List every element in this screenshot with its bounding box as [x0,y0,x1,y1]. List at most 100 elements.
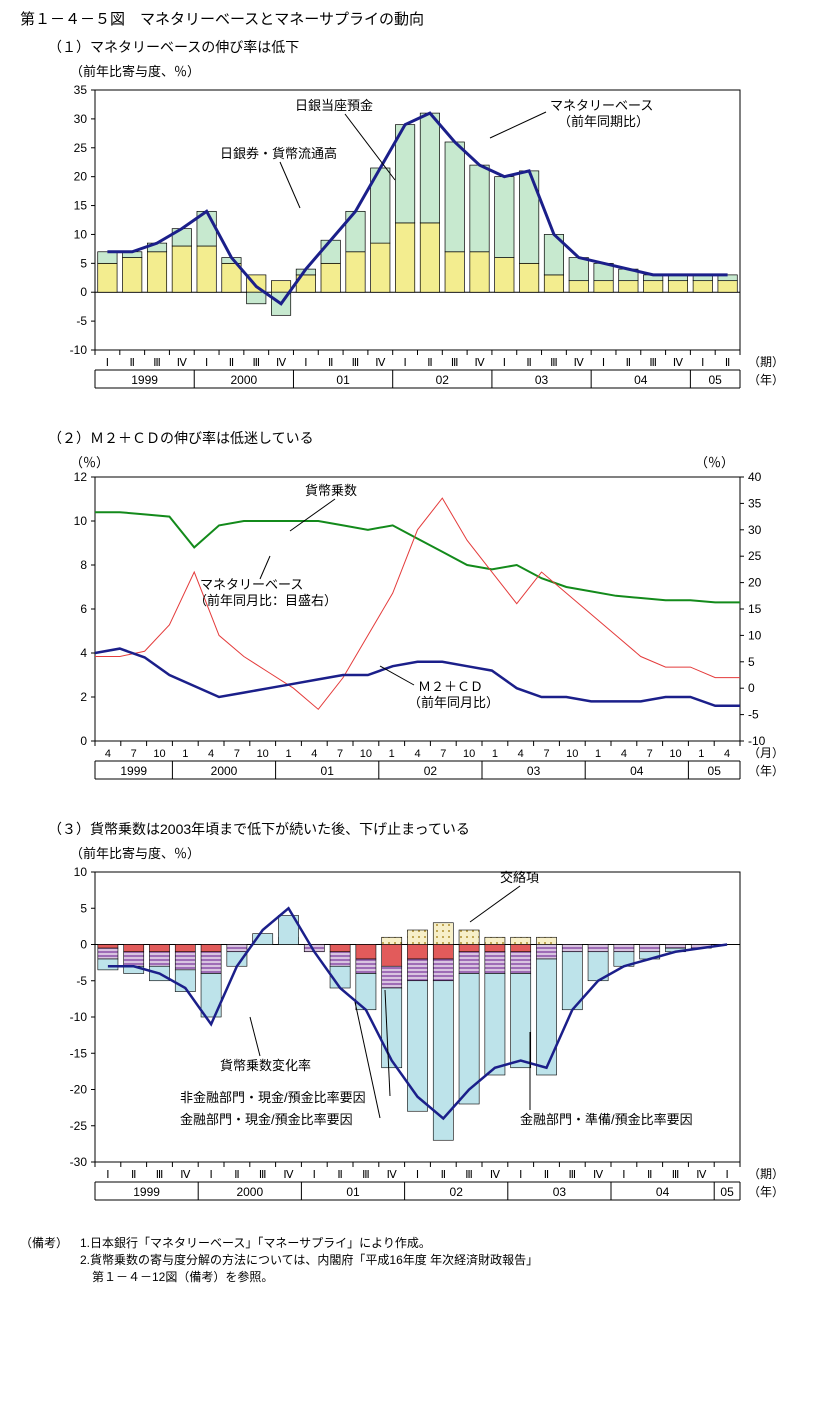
svg-text:0: 0 [748,681,755,695]
svg-text:Ⅰ: Ⅰ [602,357,605,369]
svg-text:Ⅱ: Ⅱ [544,1169,549,1181]
svg-text:日銀当座預金: 日銀当座預金 [295,98,373,113]
svg-text:日銀券・貨幣流通高: 日銀券・貨幣流通高 [220,146,337,161]
svg-text:Ⅳ: Ⅳ [574,357,585,369]
svg-text:Ⅰ: Ⅰ [725,1169,728,1181]
svg-text:Ⅰ: Ⅰ [106,357,109,369]
svg-text:8: 8 [80,558,87,572]
svg-text:05: 05 [720,1185,734,1199]
svg-text:Ⅰ: Ⅰ [205,357,208,369]
svg-text:2000: 2000 [236,1185,263,1199]
svg-text:4: 4 [80,646,87,660]
svg-text:Ⅰ: Ⅰ [209,1169,212,1181]
svg-text:Ⅳ: Ⅳ [375,357,386,369]
svg-text:12: 12 [74,471,88,484]
svg-text:（期）: （期） [748,355,784,369]
svg-text:（年）: （年） [748,764,784,778]
svg-text:0: 0 [80,285,87,299]
svg-text:10: 10 [748,628,762,642]
svg-text:10: 10 [566,748,578,760]
svg-text:-25: -25 [70,1119,88,1133]
svg-text:7: 7 [440,748,446,760]
svg-text:Ⅳ: Ⅳ [276,357,287,369]
svg-text:2000: 2000 [211,764,238,778]
svg-text:05: 05 [709,373,723,387]
svg-text:10: 10 [74,865,88,879]
svg-text:30: 30 [74,112,88,126]
svg-text:Ⅲ: Ⅲ [672,1169,680,1181]
svg-text:（前年同月比）: （前年同月比） [408,695,499,710]
svg-text:貨幣乗数変化率: 貨幣乗数変化率 [220,1058,311,1073]
svg-text:4: 4 [414,748,420,760]
svg-text:Ⅰ: Ⅰ [416,1169,419,1181]
chart1-subtitle: （１）マネタリーベースの伸び率は低下 [48,37,794,57]
svg-text:10: 10 [257,748,269,760]
svg-text:Ⅳ: Ⅳ [593,1169,604,1181]
svg-text:Ⅱ: Ⅱ [234,1169,239,1181]
svg-text:Ⅲ: Ⅲ [569,1169,577,1181]
svg-text:1: 1 [698,748,704,760]
svg-text:01: 01 [346,1185,360,1199]
svg-text:金融部門・準備/預金比率要因: 金融部門・準備/預金比率要因 [520,1112,693,1127]
svg-text:40: 40 [748,471,762,484]
footnote-line: 第１－４－12図（備考）を参照。 [80,1268,794,1285]
svg-text:Ⅳ: Ⅳ [673,357,684,369]
chart1-ylabel: （前年比寄与度、％） [70,61,794,80]
svg-text:Ⅱ: Ⅱ [626,357,631,369]
svg-text:-5: -5 [76,974,87,988]
svg-text:10: 10 [74,514,88,528]
svg-text:25: 25 [748,549,762,563]
svg-text:Ｍ２＋ＣＤ: Ｍ２＋ＣＤ [418,679,483,694]
svg-text:Ⅱ: Ⅱ [337,1169,342,1181]
svg-text:-15: -15 [70,1046,88,1060]
svg-text:（期）: （期） [748,1167,784,1181]
svg-text:（前年同月比：目盛右）: （前年同月比：目盛右） [194,593,337,608]
svg-text:7: 7 [337,748,343,760]
svg-text:7: 7 [131,748,137,760]
svg-text:Ⅱ: Ⅱ [328,357,333,369]
svg-text:Ⅲ: Ⅲ [362,1169,370,1181]
svg-text:1: 1 [285,748,291,760]
svg-text:Ⅳ: Ⅳ [177,357,188,369]
svg-text:1: 1 [389,748,395,760]
svg-text:Ⅱ: Ⅱ [131,1169,136,1181]
chart2-ylabel-right: （％） [695,452,734,471]
svg-text:04: 04 [656,1185,670,1199]
svg-text:非金融部門・現金/預金比率要因: 非金融部門・現金/預金比率要因 [180,1090,366,1105]
svg-text:0: 0 [80,938,87,952]
chart2-subtitle: （２）Ｍ２＋ＣＤの伸び率は低迷している [48,428,794,448]
figure-title: 第１－４－５図 マネタリーベースとマネーサプライの動向 [20,8,794,29]
svg-text:-10: -10 [70,343,88,357]
svg-text:Ⅱ: Ⅱ [130,357,135,369]
svg-text:Ⅳ: Ⅳ [180,1169,191,1181]
svg-text:10: 10 [669,748,681,760]
svg-text:Ⅳ: Ⅳ [490,1169,501,1181]
svg-text:10: 10 [74,227,88,241]
svg-text:Ⅲ: Ⅲ [649,357,657,369]
svg-text:7: 7 [543,748,549,760]
svg-text:0: 0 [80,734,87,748]
svg-text:2000: 2000 [230,373,257,387]
svg-text:1999: 1999 [120,764,147,778]
svg-text:Ⅲ: Ⅲ [252,357,260,369]
svg-text:Ⅳ: Ⅳ [696,1169,707,1181]
chart1: -10-505101520253035ⅠⅡⅢⅣⅠⅡⅢⅣⅠⅡⅢⅣⅠⅡⅢⅣⅠⅡⅢⅣⅠ… [50,80,794,410]
svg-text:4: 4 [518,748,524,760]
svg-text:Ⅰ: Ⅰ [304,357,307,369]
footnotes: （備考） 1.日本銀行「マネタリーベース」「マネーサプライ」により作成。 2.貨… [20,1234,794,1285]
svg-text:Ⅲ: Ⅲ [465,1169,473,1181]
svg-text:1999: 1999 [131,373,158,387]
svg-text:5: 5 [80,901,87,915]
svg-text:15: 15 [748,602,762,616]
svg-text:03: 03 [553,1185,567,1199]
svg-text:Ⅱ: Ⅱ [725,357,730,369]
svg-text:-5: -5 [748,708,759,722]
svg-text:1: 1 [182,748,188,760]
chart2: 024681012-10-505101520253035404710147101… [50,471,794,801]
svg-text:Ⅲ: Ⅲ [153,357,161,369]
svg-text:金融部門・現金/預金比率要因: 金融部門・現金/預金比率要因 [180,1112,353,1127]
svg-text:6: 6 [80,602,87,616]
svg-text:7: 7 [234,748,240,760]
svg-text:15: 15 [74,199,88,213]
svg-text:-5: -5 [76,314,87,328]
